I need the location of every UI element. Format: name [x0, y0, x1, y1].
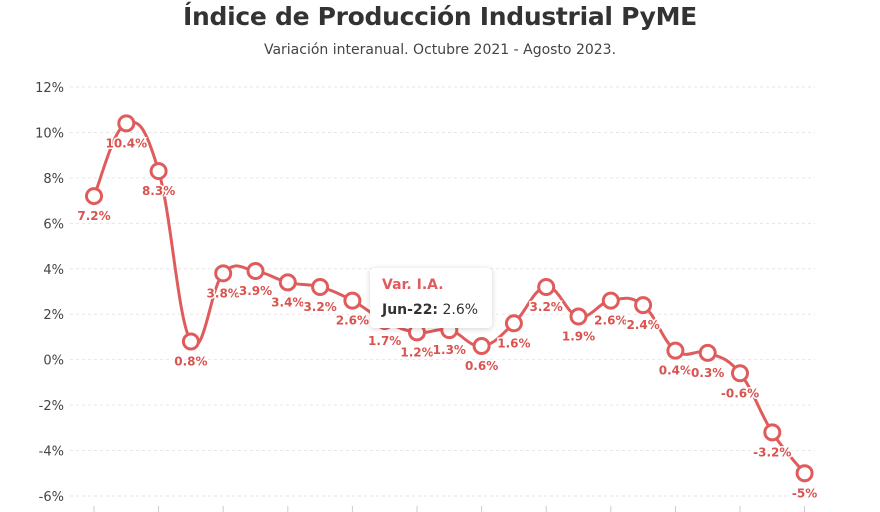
tooltip-category: Jun-22:	[382, 302, 439, 318]
data-point	[763, 423, 782, 442]
data-point	[181, 332, 200, 351]
data-label: 3.2%	[530, 300, 563, 314]
y-tick-label: -6%	[39, 490, 64, 505]
chart-title: Índice de Producción Industrial PyME	[183, 2, 697, 31]
data-label: 2.6%	[594, 314, 627, 328]
data-point	[569, 307, 588, 326]
y-tick-label: 2%	[43, 308, 64, 323]
tooltip-value: 2.6%	[442, 302, 479, 318]
tooltip-line: Jun-22: 2.6%	[382, 302, 478, 318]
y-tick-label: 10%	[35, 126, 64, 141]
data-label: 3.9%	[239, 284, 272, 298]
data-point	[343, 291, 362, 310]
data-point	[731, 364, 749, 383]
data-point	[698, 343, 717, 362]
data-point	[666, 341, 685, 360]
data-label: 0.8%	[174, 354, 207, 368]
data-point	[537, 277, 556, 296]
y-tick-label: 8%	[43, 172, 64, 187]
data-label: 2.4%	[626, 318, 659, 332]
data-label: 1.2%	[400, 345, 433, 359]
tooltip-series-name: Var. I.A.	[382, 277, 444, 293]
data-point	[278, 273, 297, 292]
data-label: -0.6%	[721, 386, 759, 400]
data-point	[117, 114, 136, 133]
data-point	[311, 277, 330, 296]
data-label: 1.7%	[368, 334, 401, 348]
y-tick-label: 6%	[43, 217, 64, 232]
data-label: 1.3%	[433, 343, 466, 357]
data-tooltip: Var. I.A. Jun-22: 2.6%	[370, 268, 492, 328]
data-label: 1.6%	[497, 336, 530, 350]
data-label: -3.2%	[753, 445, 791, 459]
data-label: 7.2%	[77, 209, 110, 223]
data-label: 0.4%	[659, 364, 692, 378]
data-point	[601, 291, 620, 310]
data-label: -5%	[792, 486, 817, 500]
data-label: 10.4%	[105, 136, 147, 150]
y-tick-label: 12%	[35, 81, 64, 96]
data-point	[149, 162, 168, 181]
data-label: 0.6%	[465, 359, 498, 373]
data-label: 3.2%	[303, 300, 336, 314]
y-tick-label: -4%	[39, 445, 64, 460]
chart-subtitle: Variación interanual. Octubre 2021 - Ago…	[263, 42, 617, 58]
data-label: 1.9%	[562, 329, 595, 343]
data-point	[85, 187, 103, 206]
y-tick-label: 0%	[43, 354, 64, 369]
y-tick-label: -2%	[39, 399, 64, 414]
data-point	[214, 264, 233, 283]
data-label: 2.6%	[336, 314, 369, 328]
y-tick-label: 4%	[43, 263, 64, 278]
data-point	[504, 314, 523, 333]
data-label: 3.8%	[207, 286, 240, 300]
data-point	[795, 464, 814, 483]
data-label: 3.4%	[271, 295, 304, 309]
data-label: 8.3%	[142, 184, 175, 198]
data-point	[246, 262, 265, 281]
data-label: 0.3%	[691, 366, 724, 380]
data-point	[634, 296, 653, 315]
data-point	[472, 337, 491, 356]
